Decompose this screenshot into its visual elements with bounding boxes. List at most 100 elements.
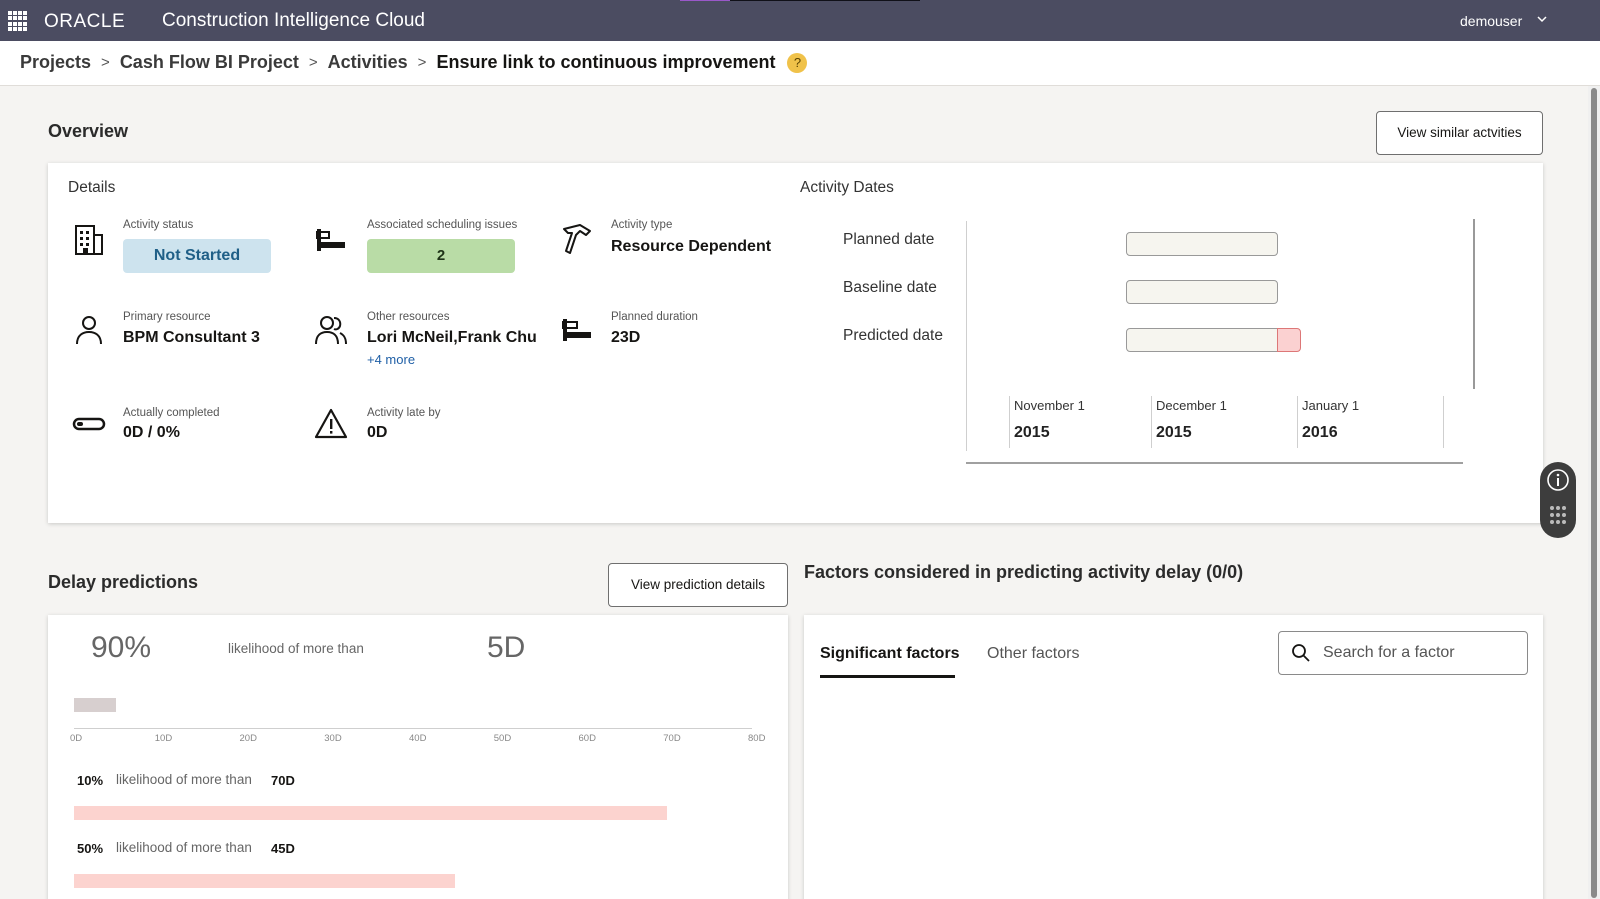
axis-tick-label: 0D (70, 733, 83, 744)
row-days: 70D (271, 773, 295, 788)
overview-title: Overview (48, 121, 129, 141)
overview-card: Details Activity status Not Started Asso… (48, 163, 1543, 523)
planned-date-bar[interactable] (1126, 232, 1278, 256)
info-icon[interactable] (1546, 468, 1570, 492)
scheduling-issues-label: Associated scheduling issues (367, 219, 518, 231)
predicted-date-bar[interactable] (1126, 328, 1278, 352)
active-tab-indicator (820, 675, 955, 678)
scrollbar-thumb[interactable] (1591, 88, 1597, 898)
month-label: November 1 (1014, 398, 1085, 413)
delay-axis-line (74, 728, 752, 729)
late-by-label: Activity late by (367, 407, 441, 419)
month-divider (1297, 396, 1298, 448)
person-icon (76, 316, 102, 345)
warning-icon (314, 408, 348, 439)
more-resources-link[interactable]: +4 more (367, 352, 416, 367)
axis-tick-label: 40D (409, 733, 427, 744)
planned-duration-value: 23D (611, 329, 641, 346)
axis-tick-label: 60D (578, 733, 596, 744)
progress-pill-icon (72, 417, 106, 431)
help-icon[interactable]: ? (787, 52, 808, 73)
user-menu[interactable]: demouser (1460, 13, 1523, 29)
row-days: 45D (271, 841, 295, 856)
oracle-logo: ORACLE (44, 11, 126, 32)
timeline-bottom-axis (966, 462, 1463, 464)
activity-status-label: Activity status (123, 219, 194, 231)
year-label: 2015 (1014, 424, 1050, 441)
other-resources-value: Lori McNeil,Frank Chu (367, 329, 537, 346)
headline-text: likelihood of more than (228, 641, 364, 656)
row-text: likelihood of more than (116, 772, 252, 787)
headline-delay-bar (74, 698, 117, 712)
building-icon (75, 225, 103, 255)
breadcrumb-project[interactable]: Cash Flow BI Project (119, 52, 299, 72)
tab-other-factors[interactable]: Other factors (987, 645, 1080, 662)
late-by-value: 0D (367, 424, 388, 441)
app-title: Construction Intelligence Cloud (162, 10, 425, 31)
year-label: 2015 (1156, 424, 1192, 441)
other-resources-label: Other resources (367, 311, 450, 323)
breadcrumb-separator: > (417, 54, 427, 71)
factors-card: Significant factors Other factors Search… (804, 615, 1543, 899)
activity-type-value: Resource Dependent (611, 238, 772, 255)
timeline-right-border (1473, 219, 1475, 389)
top-accent-line-dark (730, 0, 920, 1)
factors-title: Factors considered in predicting activit… (804, 562, 1244, 582)
activity-type-label: Activity type (611, 219, 673, 231)
breadcrumb-separator: > (101, 54, 110, 71)
month-label: December 1 (1156, 398, 1227, 413)
month-divider (1151, 396, 1152, 448)
baseline-date-bar[interactable] (1126, 280, 1278, 304)
breadcrumb-projects[interactable]: Projects (20, 52, 92, 72)
keypad-icon[interactable] (1548, 504, 1568, 528)
duration-bar-icon (562, 319, 591, 341)
month-divider (1443, 396, 1444, 448)
axis-tick-label: 50D (493, 733, 512, 744)
primary-resource-value: BPM Consultant 3 (123, 329, 260, 346)
planned-duration-label: Planned duration (611, 311, 698, 323)
factor-search-input[interactable]: Search for a factor (1278, 631, 1528, 675)
month-label: January 1 (1302, 398, 1360, 413)
app-grid-icon[interactable] (8, 11, 28, 31)
tab-significant-factors[interactable]: Significant factors (820, 645, 960, 662)
delay-predictions-card: 90% likelihood of more than 5D 0D 10D 20D 3… (48, 615, 788, 899)
actually-completed-label: Actually completed (123, 407, 220, 419)
search-icon (1292, 644, 1310, 662)
headline-days: 5D (487, 631, 526, 664)
details-title: Details (68, 179, 116, 196)
view-prediction-details-button[interactable]: View prediction details (608, 563, 788, 607)
axis-tick-label: 10D (154, 733, 173, 744)
people-icon (315, 316, 347, 345)
axis-tick-label: 20D (239, 733, 257, 744)
page-title: Ensure link to continuous improvement (436, 52, 776, 72)
delay-bar (74, 874, 456, 888)
top-bar: ORACLE Construction Intelligence Cloud d… (0, 0, 1600, 41)
baseline-date-label: Baseline date (843, 279, 937, 296)
predicted-delay-bar[interactable] (1277, 328, 1301, 352)
month-divider (1009, 396, 1010, 448)
hammer-icon (563, 224, 591, 254)
status-badge: Not Started (123, 239, 271, 273)
axis-tick-label: 70D (663, 733, 681, 744)
axis-tick-label: 30D (324, 733, 342, 744)
breadcrumb-separator: > (308, 54, 318, 71)
delay-predictions-title: Delay predictions (48, 572, 199, 592)
headline-percent: 90% (91, 631, 152, 664)
year-label: 2016 (1302, 424, 1338, 441)
activity-dates-title: Activity Dates (800, 179, 894, 196)
primary-resource-label: Primary resource (123, 311, 211, 323)
breadcrumb-activities[interactable]: Activities (327, 52, 408, 72)
delay-bar (74, 806, 668, 820)
breadcrumb-bar: Projects > Cash Flow BI Project > Activi… (0, 41, 1600, 86)
actually-completed-value: 0D / 0% (123, 424, 180, 441)
planned-date-label: Planned date (843, 231, 935, 248)
gantt-bar-icon (316, 229, 345, 251)
view-similar-activities-button[interactable]: View similar actvities (1376, 111, 1543, 155)
breadcrumb: Projects > Cash Flow BI Project > Activi… (20, 52, 808, 73)
search-placeholder: Search for a factor (1323, 644, 1455, 661)
row-text: likelihood of more than (116, 840, 252, 855)
scheduling-issues-badge[interactable]: 2 (367, 239, 515, 273)
chevron-down-icon[interactable] (1536, 13, 1548, 25)
floating-help-widget[interactable] (1540, 462, 1576, 538)
row-percent: 10% (77, 773, 104, 788)
